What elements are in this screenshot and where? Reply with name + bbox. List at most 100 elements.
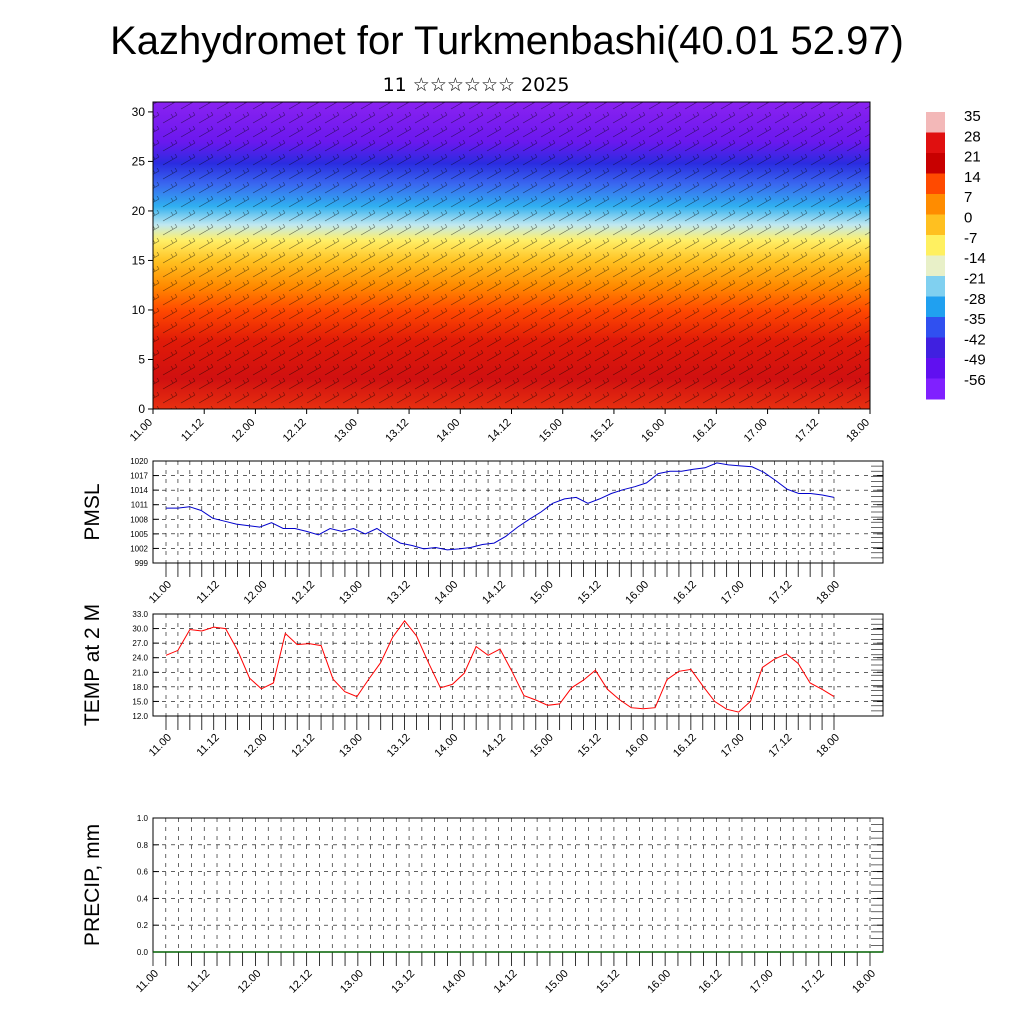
ytick-label: 999: [135, 559, 149, 568]
xtick-label: 14.12: [480, 732, 508, 760]
xtick-label: 17.12: [766, 732, 794, 760]
ytick-label: 0: [138, 402, 145, 416]
xtick-label: 15.00: [537, 417, 565, 445]
colorbar-label: 28: [964, 128, 981, 145]
series-line: [165, 619, 835, 713]
ytick-label: 30.0: [132, 625, 148, 634]
ytick-label: 15.0: [132, 697, 148, 706]
xtick-label: 15.12: [576, 579, 604, 607]
xtick-label: 14.00: [440, 968, 468, 996]
colorbar-swatch: [926, 317, 945, 338]
colorbar-swatch: [926, 337, 945, 359]
xtick-label: 18.00: [844, 417, 872, 445]
ytick-label: 5: [138, 352, 145, 366]
colorbar-label: -56: [964, 372, 986, 389]
colorbar-swatch: [926, 112, 945, 133]
xtick-label: 18.00: [850, 968, 878, 996]
cross-section-panel: 0 5 10 15 20 25 30 11.00 11.12 12.00 12.12 13.00 13.…: [128, 101, 872, 445]
xtick-label: 16.12: [691, 417, 719, 445]
ytick-label: 30: [132, 105, 146, 119]
ytick-label: 1011: [131, 501, 149, 510]
ytick-label: 10: [132, 303, 146, 317]
colorbar-label: -35: [964, 311, 986, 328]
ytick-label: 25: [132, 154, 146, 168]
xtick-label: 13.12: [385, 579, 413, 607]
xtick-label: 12.00: [242, 579, 270, 607]
ytick-label: 1017: [130, 472, 148, 481]
colorbar-swatch: [926, 132, 945, 154]
xtick-label: 18.00: [814, 732, 842, 760]
xtick-label: 13.12: [385, 732, 413, 760]
pmsl-ylabel: PMSL: [81, 483, 104, 540]
xtick-label: 17.00: [719, 579, 747, 607]
xtick-label: 13.12: [389, 968, 417, 996]
colorbar: 35 28 21 14 7 0 -7 -14 -21 -28 -35 -42 -49 -56: [926, 108, 986, 400]
colorbar-label: -7: [964, 230, 977, 247]
xtick-label: 18.00: [814, 579, 842, 607]
xtick-label: 15.12: [594, 968, 622, 996]
pmsl-panel: PMSL 999 1002 1005 1008 1011 1014 1017 1020 11.0…: [81, 457, 884, 607]
temp-ylabel: TEMP at 2 M: [81, 604, 104, 726]
colorbar-label: -49: [964, 352, 986, 369]
precip-frame: [152, 817, 884, 953]
colorbar-swatch: [926, 214, 945, 236]
precip-axes: 0.0 0.2 0.4 0.6 0.8 1.0 11.00 11.12 12.00 12.12 13…: [134, 814, 883, 996]
ytick-label: 27.0: [132, 639, 148, 648]
colorbar-label: 35: [964, 108, 981, 125]
ytick-label: 20: [132, 204, 146, 218]
ytick-label: 0.0: [137, 948, 149, 957]
ytick-label: 15: [132, 253, 146, 267]
colorbar-label: -14: [964, 250, 986, 267]
ytick-label: 24.0: [132, 654, 148, 663]
xtick-label: 12.12: [289, 732, 317, 760]
xtick-label: 14.00: [432, 579, 460, 607]
xtick-label: 17.12: [799, 968, 827, 996]
xtick-label: 11.12: [185, 968, 212, 995]
wind-barbs-overlay: [153, 102, 870, 409]
ytick-label: 0.2: [137, 921, 149, 930]
ytick-label: 33.0: [132, 610, 148, 619]
series-line: [166, 462, 835, 551]
xtick-label: 11.00: [147, 732, 174, 759]
temp-panel: TEMP at 2 M 12.0 15.0 18.0 21.0 24.0 27.0 30.0…: [81, 604, 884, 760]
xtick-label: 16.12: [671, 579, 699, 607]
colorbar-swatch: [926, 194, 945, 215]
xtick-label: 11.12: [194, 732, 221, 759]
xtick-label: 16.00: [623, 579, 651, 607]
ytick-label: 1008: [130, 515, 148, 524]
xtick-label: 11.12: [179, 417, 206, 444]
pmsl-frame: [152, 460, 884, 564]
colorbar-swatch: [926, 255, 945, 277]
ytick-label: 1020: [130, 457, 148, 466]
colorbar-label: 14: [964, 169, 981, 186]
colorbar-swatch: [926, 153, 945, 174]
pmsl-axes: 999 1002 1005 1008 1011 1014 1017 1020 11.00 11.1…: [130, 457, 883, 607]
ytick-label: 0.4: [137, 894, 149, 903]
colorbar-swatch: [926, 276, 945, 297]
xtick-label: 12.00: [242, 732, 270, 760]
colorbar-label: 0: [964, 210, 972, 227]
colorbar-label: 21: [964, 149, 981, 166]
xtick-label: 14.12: [486, 417, 514, 445]
xtick-label: 15.00: [543, 968, 571, 996]
precip-panel: PRECIP, mm 0.0 0.2 0.4 0.6 0.8 1.0 11.00 11.12 1…: [81, 814, 884, 996]
xtick-label: 16.00: [645, 968, 673, 996]
ytick-label: 0.6: [137, 868, 149, 877]
xtick-label: 15.00: [528, 579, 556, 607]
ytick-label: 12.0: [132, 712, 148, 721]
xtick-label: 12.12: [287, 968, 315, 996]
ytick-label: 21.0: [132, 668, 148, 677]
xtick-label: 14.12: [480, 579, 508, 607]
xtick-label: 11.12: [194, 579, 221, 606]
colorbar-label: -28: [964, 291, 986, 308]
xtick-label: 13.00: [338, 968, 366, 996]
xtick-label: 13.00: [332, 417, 360, 445]
xtick-label: 15.12: [576, 732, 604, 760]
xtick-label: 16.00: [639, 417, 667, 445]
xtick-label: 12.00: [236, 968, 264, 996]
xtick-label: 15.00: [528, 732, 556, 760]
xtick-label: 11.00: [128, 417, 155, 444]
colorbar-label: -21: [964, 270, 986, 287]
colorbar-swatch: [926, 296, 945, 318]
xtick-label: 11.00: [147, 579, 174, 606]
